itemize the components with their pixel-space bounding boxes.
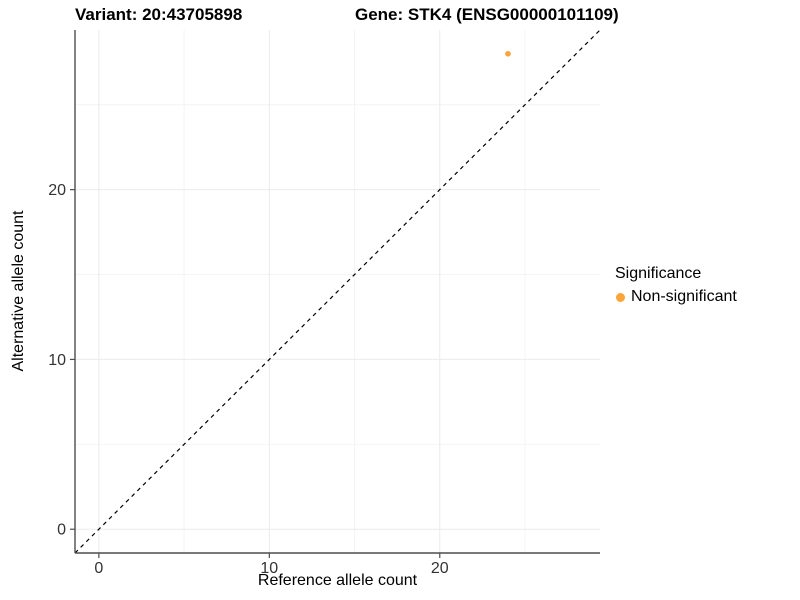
x-tick-label: 0 xyxy=(94,560,103,577)
legend-title: Significance xyxy=(615,265,702,282)
x-tick-label: 10 xyxy=(260,560,278,577)
legend: Significance Non-significant xyxy=(615,265,737,306)
x-tick-label: 20 xyxy=(431,560,449,577)
y-tick-label: 0 xyxy=(57,522,66,539)
y-tick-label: 20 xyxy=(48,182,66,199)
data-point xyxy=(505,50,511,57)
identity-line xyxy=(74,29,601,554)
x-axis-title: Reference allele count xyxy=(257,572,418,589)
legend-dot-icon xyxy=(616,292,625,302)
legend-item-label: Non-significant xyxy=(631,288,737,305)
legend-items: Non-significant xyxy=(615,288,737,306)
y-tick-label: 10 xyxy=(48,352,66,369)
plot-title-variant: Variant: 20:43705898 xyxy=(75,5,243,24)
y-axis-title: Alternative allele count xyxy=(10,210,27,372)
plot-title-gene: Gene: STK4 (ENSG00000101109) xyxy=(355,5,619,24)
legend-item: Non-significant xyxy=(615,288,737,306)
